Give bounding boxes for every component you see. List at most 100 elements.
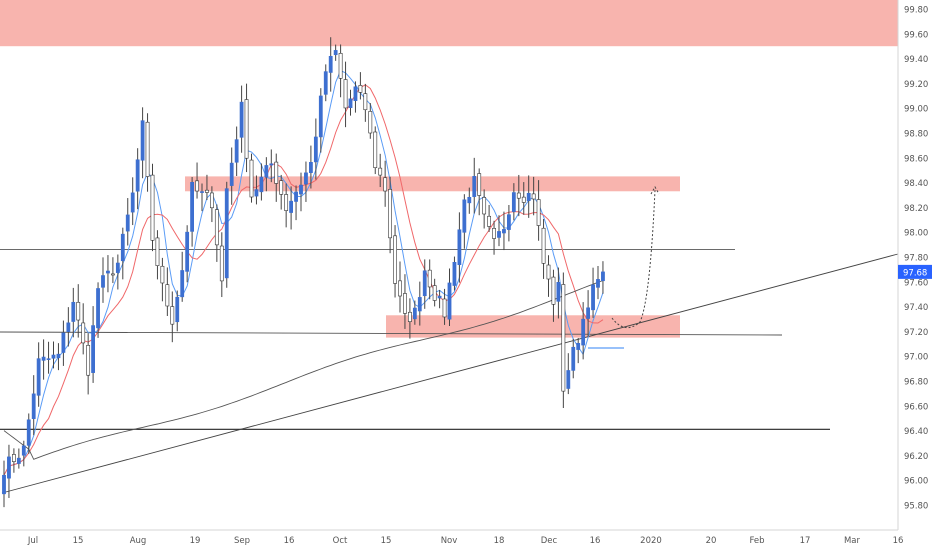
- fast-ma-line: [3, 69, 604, 476]
- candle-body: [521, 196, 526, 203]
- x-tick-label: Feb: [749, 536, 764, 546]
- x-tick-label: 16: [284, 536, 295, 546]
- y-tick-label: 99.00: [904, 105, 928, 115]
- candle-body: [200, 191, 204, 193]
- y-tick-label: 97.80: [904, 254, 928, 264]
- candle-body: [383, 177, 388, 192]
- candle-body: [135, 159, 140, 192]
- candle-body: [536, 199, 541, 226]
- candle-body: [348, 98, 353, 108]
- candle-body: [61, 332, 66, 353]
- candle-body: [462, 199, 467, 233]
- zone-supply: [0, 0, 898, 47]
- candle-body: [467, 196, 472, 204]
- y-tick-label: 99.60: [904, 30, 928, 40]
- candle-body: [16, 457, 21, 464]
- x-tick-label: Aug: [130, 536, 147, 546]
- projection-path: [611, 189, 656, 329]
- candle-body: [51, 354, 56, 359]
- candle-body: [160, 265, 165, 284]
- candle-body: [91, 325, 96, 373]
- x-tick-label: 17: [800, 536, 811, 546]
- candle-body: [76, 301, 81, 321]
- candle-body: [511, 192, 516, 212]
- candle-body: [308, 162, 313, 173]
- candle-body: [170, 306, 175, 325]
- candle-body: [180, 270, 185, 298]
- candle-body: [393, 235, 397, 284]
- candle-body: [71, 301, 76, 322]
- candle-body: [185, 231, 190, 272]
- candle-body: [417, 297, 422, 312]
- candle-body: [264, 165, 269, 178]
- candle-body: [586, 307, 591, 319]
- x-tick-label: 16: [590, 536, 601, 546]
- candle-body: [363, 93, 368, 111]
- projection-arrow: [650, 185, 660, 195]
- candle-body: [41, 356, 46, 361]
- candle-body: [482, 197, 487, 215]
- candle-body: [46, 358, 51, 360]
- candle-body: [472, 176, 477, 197]
- candle-body: [274, 161, 279, 184]
- candle-body: [328, 55, 333, 73]
- candle-body: [422, 270, 427, 297]
- y-tick-label: 96.00: [904, 477, 928, 487]
- x-tick-label: 19: [190, 536, 201, 546]
- candle-body: [358, 85, 363, 93]
- candle-body: [442, 298, 447, 318]
- x-tick-label: 15: [381, 536, 392, 546]
- candle-body: [284, 194, 289, 211]
- y-tick-label: 97.40: [904, 303, 928, 313]
- candle-body: [249, 159, 254, 198]
- candle-body: [195, 180, 199, 192]
- candle-body: [318, 95, 323, 138]
- y-tick-label: 95.80: [904, 502, 928, 512]
- candle-body: [452, 261, 457, 286]
- candle-body: [487, 215, 492, 227]
- candle-body: [21, 445, 26, 456]
- candle-body: [313, 136, 318, 163]
- candle-body: [234, 139, 239, 163]
- candle-body: [571, 346, 576, 371]
- candle-body: [502, 229, 506, 234]
- x-tick-label: Mar: [844, 536, 861, 546]
- candle-body: [120, 233, 125, 262]
- x-tick-label: Oct: [333, 536, 348, 546]
- candle-body: [601, 271, 605, 282]
- candle-body: [378, 167, 383, 176]
- candle-body: [36, 358, 41, 396]
- candle-body: [412, 307, 417, 320]
- candle-body: [125, 214, 130, 232]
- candle-body: [343, 79, 348, 109]
- y-tick-label: 99.40: [904, 55, 928, 65]
- candle-body: [333, 50, 338, 56]
- candle-body: [150, 174, 155, 241]
- candle-body: [596, 279, 600, 288]
- candle-body: [66, 322, 71, 332]
- y-tick-label: 96.20: [904, 452, 928, 462]
- trend-line: [1, 253, 899, 494]
- candle-body: [304, 172, 308, 185]
- candle-body: [31, 393, 36, 419]
- candle-body: [56, 353, 61, 359]
- candle-body: [457, 229, 462, 266]
- candle-body: [541, 227, 546, 264]
- candle-body: [214, 209, 219, 246]
- candle-body: [7, 456, 11, 479]
- candle-body: [323, 71, 328, 95]
- neckline: [0, 331, 783, 336]
- candle-body: [190, 181, 195, 232]
- candle-body: [175, 296, 180, 323]
- long-ma-line: [3, 280, 604, 460]
- y-tick-label: 98.40: [904, 179, 928, 189]
- y-tick-label: 97.60: [904, 278, 928, 288]
- y-tick-label: 97.20: [904, 328, 928, 338]
- candle-body: [145, 121, 150, 177]
- candle-body: [551, 276, 556, 305]
- candle-body: [432, 285, 437, 301]
- candle-body: [106, 270, 110, 274]
- candle-body: [86, 345, 91, 376]
